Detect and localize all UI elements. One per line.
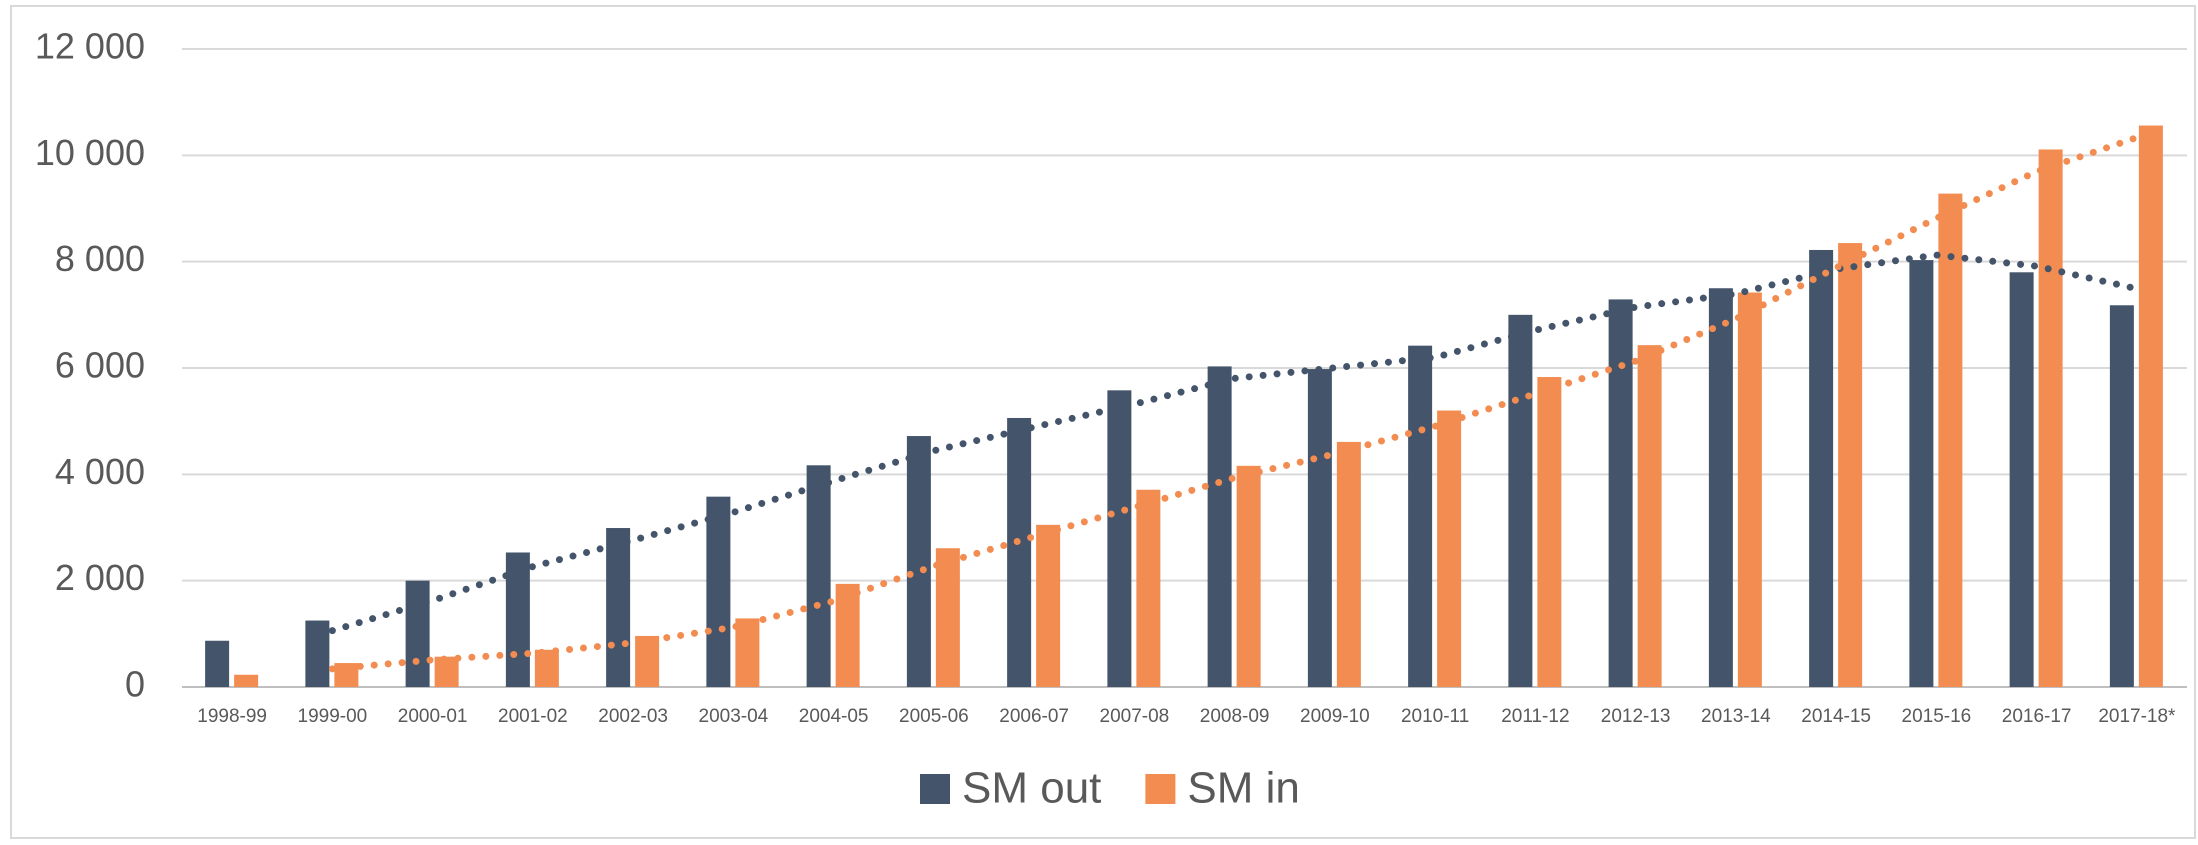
x-tick-label: 2017-18* [2098, 706, 2176, 727]
x-tick-label: 2008-09 [1200, 706, 1270, 727]
bar [1537, 377, 1562, 687]
bar [534, 649, 559, 687]
bar [505, 552, 530, 687]
bar [1437, 410, 1462, 687]
bar [1236, 465, 1261, 687]
bar [935, 548, 960, 687]
bar [1737, 292, 1762, 687]
bar [1608, 299, 1633, 687]
x-tick-label: 1998-99 [197, 706, 267, 727]
x-tick-label: 2004-05 [799, 706, 869, 727]
bar [1336, 441, 1361, 687]
legend-swatch [920, 774, 950, 804]
x-tick-label: 2005-06 [899, 706, 969, 727]
bar [1408, 345, 1433, 687]
y-tick-label: 2 000 [55, 557, 145, 598]
bar [234, 674, 259, 687]
x-tick-label: 2002-03 [598, 706, 668, 727]
bar [1207, 366, 1232, 687]
x-tick-label: 2010-11 [1401, 706, 1469, 727]
trendline [328, 251, 2141, 635]
bar [1838, 243, 1863, 687]
x-tick-label: 2001-02 [498, 706, 568, 727]
x-tick-label: 2009-10 [1300, 706, 1370, 727]
bar [334, 663, 359, 687]
x-tick-label: 1999-00 [298, 706, 368, 727]
x-tick-label: 2014-15 [1801, 706, 1871, 727]
x-tick-label: 2000-01 [398, 706, 468, 727]
bar [2138, 125, 2163, 687]
trendline [328, 134, 2141, 673]
bar [2038, 149, 2063, 688]
x-tick-label: 2013-14 [1701, 706, 1771, 727]
x-tick-label: 2011-12 [1501, 706, 1569, 727]
x-tick-label: 2006-07 [999, 706, 1069, 727]
bar [835, 583, 860, 687]
bar [1508, 314, 1533, 687]
bar [405, 580, 430, 687]
legend-label: SM in [1187, 764, 1299, 813]
y-tick-label: 12 000 [35, 26, 145, 67]
bar [2109, 305, 2134, 687]
legend-label: SM out [962, 764, 1101, 813]
bar [735, 618, 760, 687]
x-tick-label: 2007-08 [1100, 706, 1170, 727]
bar [1307, 369, 1332, 687]
y-tick-label: 0 [125, 664, 145, 705]
bar [906, 436, 931, 687]
y-tick-label: 4 000 [55, 451, 145, 492]
x-tick-label: 2012-13 [1601, 706, 1671, 727]
y-tick-label: 6 000 [55, 345, 145, 386]
bar [1909, 260, 1934, 687]
bar [1007, 417, 1032, 687]
bar [1036, 524, 1061, 687]
bar [434, 656, 459, 687]
y-tick-label: 8 000 [55, 238, 145, 279]
x-tick-label: 2003-04 [699, 706, 769, 727]
bar [205, 640, 230, 687]
y-tick-label: 10 000 [35, 132, 145, 173]
bar [1708, 288, 1733, 687]
x-tick-label: 2015-16 [1902, 706, 1972, 727]
legend-swatch [1145, 774, 1176, 804]
bar [2009, 272, 2034, 687]
bar [1637, 345, 1662, 687]
x-tick-label: 2016-17 [2002, 706, 2072, 727]
bar [1938, 193, 1963, 687]
bar [1809, 249, 1834, 687]
bar [305, 620, 330, 687]
bar [1136, 489, 1161, 687]
bar [606, 528, 631, 687]
bar [806, 465, 831, 687]
bar [1107, 390, 1132, 687]
bar [706, 496, 731, 687]
